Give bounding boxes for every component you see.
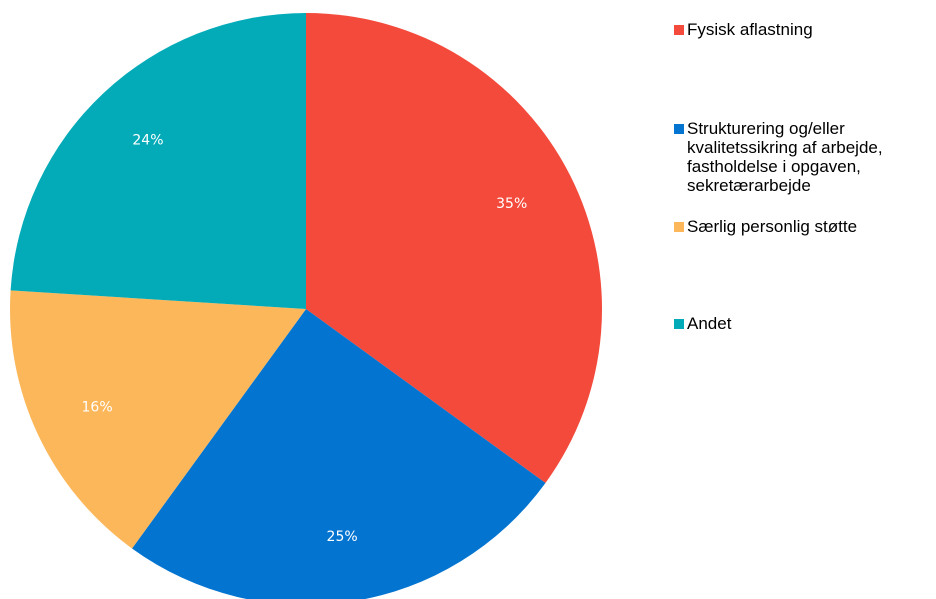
legend-label-strukturering: Strukturering og/eller kvalitetssikring … xyxy=(687,119,883,195)
pie-slice-saerlig-personlig-stoette xyxy=(9,290,306,549)
data-label-strukturering: 25% xyxy=(327,529,358,545)
data-label-andet: 24% xyxy=(132,133,163,149)
pie-slice-andet xyxy=(10,12,307,310)
pie-slices xyxy=(9,12,602,599)
legend-label-fysisk-aflastning: Fysisk aflastning xyxy=(687,20,813,39)
data-label-saerlig-personlig-stoette: 16% xyxy=(82,399,113,415)
pie-data-labels: 35% 25% 16% 24% xyxy=(82,133,528,545)
legend-swatch-andet xyxy=(674,319,684,329)
legend-label-saerlig-personlig-stoette: Særlig personlig støtte xyxy=(687,217,858,236)
pie-slice-fysisk-aflastning xyxy=(306,13,602,483)
legend-swatch-fysisk-aflastning xyxy=(674,25,684,35)
data-label-fysisk-aflastning: 35% xyxy=(496,196,527,212)
legend-swatch-saerlig-personlig-stoette xyxy=(674,222,684,232)
legend-swatch-strukturering xyxy=(674,124,684,134)
legend-label-andet: Andet xyxy=(687,314,732,333)
pie-slice-strukturering xyxy=(132,309,546,599)
